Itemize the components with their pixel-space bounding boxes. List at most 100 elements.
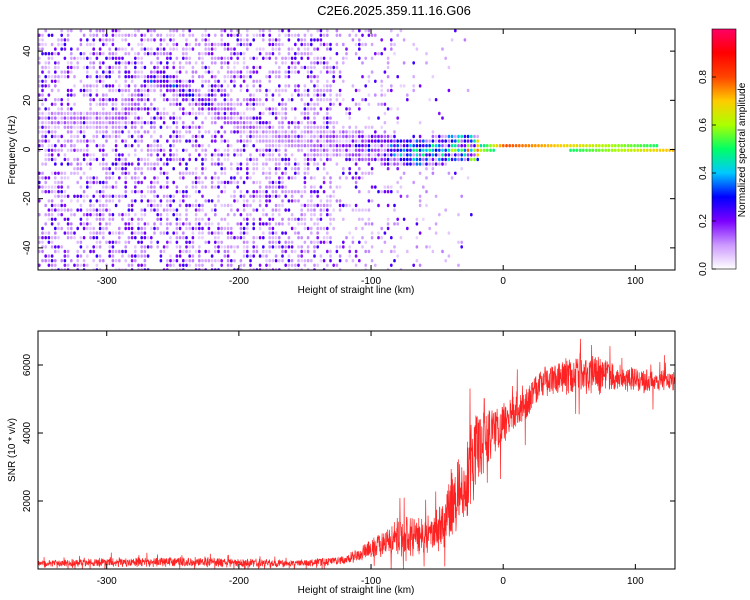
heatmap-cell — [393, 222, 396, 226]
heatmap-cell — [322, 176, 326, 180]
heatmap-cell — [252, 33, 255, 37]
heatmap-cell — [223, 153, 227, 157]
heatmap-cell — [278, 185, 281, 189]
heatmap-cell — [134, 33, 137, 37]
heatmap-cell — [220, 29, 223, 33]
heatmap-cell — [166, 171, 169, 175]
heatmap-cell — [57, 79, 60, 83]
heatmap-cell — [194, 42, 198, 47]
heatmap-cell — [326, 263, 329, 267]
heatmap-cell — [332, 208, 335, 212]
heatmap-cell — [290, 249, 294, 254]
heatmap-cell — [258, 52, 262, 56]
heatmap-cell — [223, 98, 227, 102]
heatmap-cell — [210, 42, 214, 47]
heatmap-cell — [223, 157, 227, 162]
heatmap-cell — [102, 148, 105, 152]
heatmap-cell — [255, 194, 259, 198]
heatmap-cell — [418, 148, 422, 152]
heatmap-cell — [441, 47, 444, 51]
heatmap-cell — [156, 111, 159, 116]
heatmap-cell — [278, 245, 281, 249]
heatmap-cell — [236, 38, 239, 42]
heatmap-cell — [313, 254, 316, 258]
heatmap-cell — [319, 70, 323, 74]
heatmap-cell — [348, 111, 351, 116]
heatmap-cell — [86, 222, 89, 226]
heatmap-cell — [262, 236, 265, 240]
heatmap-cell — [406, 194, 409, 198]
heatmap-cell — [82, 88, 86, 93]
heatmap-cell — [322, 88, 326, 93]
heatmap-cell — [95, 213, 99, 217]
heatmap-cell — [377, 157, 380, 162]
heatmap-cell — [153, 222, 156, 226]
heatmap-cell — [255, 180, 259, 185]
heatmap-cell — [281, 180, 284, 185]
heatmap-cell — [310, 185, 313, 189]
heatmap-cell — [41, 65, 44, 70]
heatmap-cell — [175, 70, 179, 74]
heatmap-cell — [204, 213, 207, 217]
heatmap-cell — [140, 190, 143, 194]
colorbar-ticks: 0.00.20.40.60.8 — [698, 70, 716, 276]
heatmap-cell — [207, 42, 211, 47]
heatmap-cell — [194, 111, 198, 116]
heatmap-cell — [284, 190, 287, 194]
heatmap-cell — [322, 56, 326, 60]
heatmap-cell — [255, 208, 259, 212]
heatmap-cell — [217, 180, 220, 185]
heatmap-cell — [332, 65, 335, 70]
x-tick-label: -200 — [229, 276, 249, 287]
heatmap-cell — [281, 144, 284, 148]
heatmap-cell — [233, 180, 236, 185]
heatmap-cell — [297, 162, 300, 166]
heatmap-cell — [294, 226, 297, 231]
heatmap-cell — [124, 222, 127, 226]
heatmap-cell — [182, 52, 185, 56]
heatmap-cell — [297, 121, 300, 125]
heatmap-cell — [364, 139, 367, 143]
heatmap-cell — [63, 153, 67, 157]
heatmap-cell — [214, 33, 217, 37]
heatmap-cell — [316, 88, 319, 93]
heatmap-cell — [230, 111, 233, 116]
heatmap-cell — [76, 139, 79, 143]
heatmap-cell — [60, 98, 63, 102]
x-tick-label: -300 — [97, 276, 117, 287]
heatmap-cell — [220, 139, 223, 143]
heatmap-cell — [210, 52, 214, 56]
heatmap-cell — [169, 254, 172, 258]
heatmap-cell — [50, 236, 54, 240]
heatmap-cell — [252, 116, 255, 120]
heatmap-cell — [303, 125, 307, 129]
heatmap-cell — [111, 245, 115, 249]
heatmap-cell — [255, 139, 259, 143]
heatmap-cell — [130, 33, 134, 37]
heatmap-cell — [89, 153, 92, 157]
heatmap-cell — [348, 144, 351, 148]
heatmap-cell — [210, 107, 214, 111]
heatmap-cell — [284, 185, 287, 189]
heatmap-cell — [402, 144, 406, 148]
heatmap-cell — [66, 236, 70, 240]
heatmap-cell — [220, 111, 223, 116]
heatmap-cell — [278, 153, 281, 157]
heatmap-cell — [114, 259, 118, 263]
heatmap-cell — [441, 153, 444, 157]
heatmap-cell — [447, 139, 451, 143]
heatmap-cell — [191, 134, 195, 139]
heatmap-cell — [207, 107, 211, 111]
heatmap-cell — [169, 144, 172, 148]
heatmap-cell — [114, 162, 118, 166]
heatmap-cell — [274, 208, 278, 212]
heatmap-cell — [159, 249, 163, 254]
heatmap-cell — [345, 144, 348, 148]
heatmap-cell — [41, 231, 44, 235]
heatmap-cell — [230, 130, 233, 134]
heatmap-cell — [111, 38, 115, 42]
heatmap-cell — [399, 176, 403, 180]
heatmap-cell — [393, 134, 396, 139]
heatmap-cell — [258, 33, 262, 37]
heatmap-cell — [217, 245, 220, 249]
